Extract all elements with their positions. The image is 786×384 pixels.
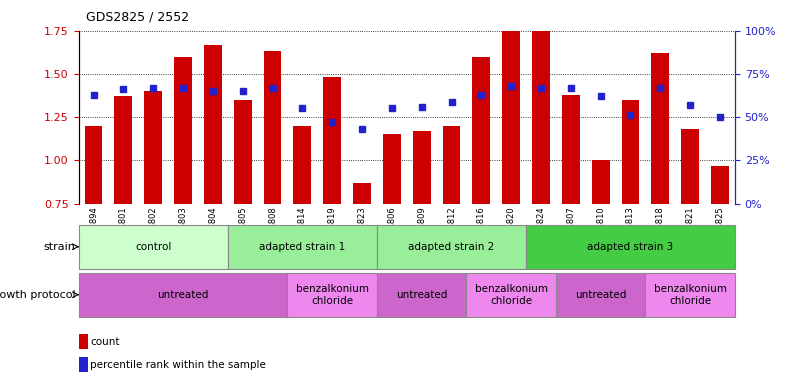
Bar — [383, 134, 401, 204]
Bar — [377, 273, 466, 317]
Text: percentile rank within the sample: percentile rank within the sample — [90, 360, 266, 370]
Text: control: control — [135, 242, 171, 252]
Text: benzalkonium
chloride: benzalkonium chloride — [296, 284, 369, 306]
Bar — [526, 225, 735, 269]
Text: GDS2825 / 2552: GDS2825 / 2552 — [86, 10, 189, 23]
Bar — [592, 161, 610, 204]
Bar — [79, 225, 228, 269]
Bar — [293, 126, 311, 204]
Text: benzalkonium
chloride: benzalkonium chloride — [475, 284, 548, 306]
Text: count: count — [90, 337, 120, 347]
Bar — [353, 183, 371, 204]
Bar — [228, 225, 377, 269]
Bar — [377, 225, 526, 269]
Bar — [79, 273, 288, 317]
Bar — [115, 96, 132, 204]
Bar — [562, 95, 580, 204]
Bar — [466, 273, 556, 317]
Text: growth protocol: growth protocol — [0, 290, 75, 300]
Bar — [532, 31, 550, 204]
Bar — [502, 17, 520, 204]
Bar — [288, 273, 377, 317]
Bar — [645, 273, 735, 317]
Bar — [622, 100, 640, 204]
Bar — [233, 100, 252, 204]
Bar — [174, 56, 192, 204]
Bar — [681, 129, 699, 204]
Bar — [145, 91, 162, 204]
Bar — [443, 126, 461, 204]
Text: untreated: untreated — [575, 290, 626, 300]
Text: untreated: untreated — [396, 290, 447, 300]
Bar — [413, 131, 431, 204]
Bar — [85, 126, 102, 204]
Text: adapted strain 2: adapted strain 2 — [409, 242, 494, 252]
Bar — [263, 51, 281, 204]
Text: adapted strain 1: adapted strain 1 — [259, 242, 346, 252]
Text: benzalkonium
chloride: benzalkonium chloride — [654, 284, 727, 306]
Bar — [556, 273, 645, 317]
Text: adapted strain 3: adapted strain 3 — [587, 242, 674, 252]
Bar — [652, 53, 670, 204]
Bar — [323, 78, 341, 204]
Bar — [472, 56, 490, 204]
Text: strain: strain — [43, 242, 75, 252]
Text: untreated: untreated — [157, 290, 209, 300]
Bar — [711, 166, 729, 204]
Bar — [204, 45, 222, 204]
